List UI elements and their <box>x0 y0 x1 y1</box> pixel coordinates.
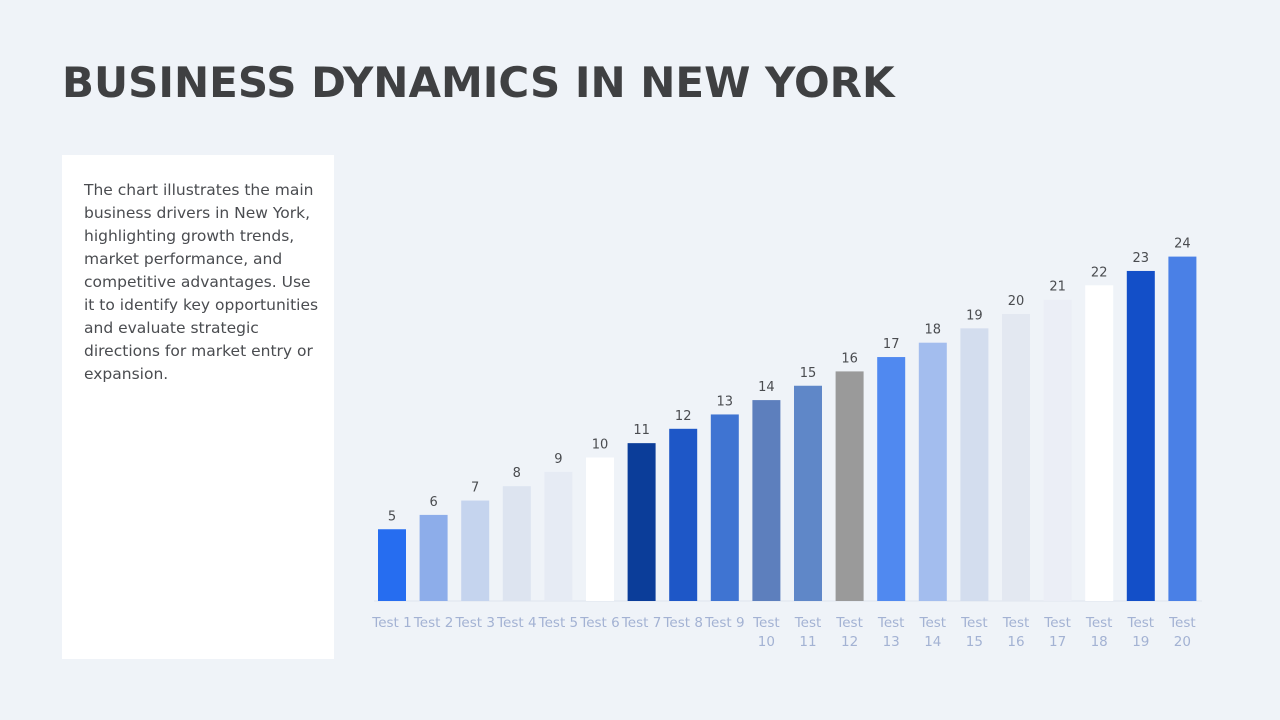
category-label-10: Test 10 <box>752 615 780 650</box>
value-label-10: 14 <box>758 380 775 395</box>
value-label-2: 6 <box>429 495 437 510</box>
bar-4 <box>502 486 531 601</box>
category-label-11: Test 11 <box>794 615 822 650</box>
value-label-3: 7 <box>471 481 479 496</box>
category-label-18: Test 18 <box>1085 615 1113 650</box>
value-label-12: 16 <box>841 351 858 366</box>
bar-6 <box>586 457 614 601</box>
category-labels-group: Test 1 Test 2 Test 3 Test 4 Test 5 Test 6 Test… <box>371 615 1195 650</box>
bar-17 <box>1043 299 1072 601</box>
bar-3 <box>461 500 490 601</box>
value-label-13: 17 <box>883 337 900 352</box>
bar-20 <box>1168 256 1197 601</box>
category-label-13: Test 13 <box>877 615 905 650</box>
bar-16 <box>1002 314 1030 601</box>
category-label-4: Test 4 <box>496 615 536 631</box>
bar-10 <box>752 400 781 601</box>
value-label-11: 15 <box>800 366 817 381</box>
bar-1 <box>378 529 406 601</box>
page-title: BUSINESS DYNAMICS IN NEW YORK <box>62 58 895 107</box>
category-label-16: Test 16 <box>1002 615 1030 650</box>
value-label-19: 23 <box>1133 251 1150 266</box>
bar-5 <box>544 471 573 601</box>
category-label-9: Test 9 <box>704 615 744 631</box>
bar-15 <box>960 328 989 601</box>
category-label-19: Test 19 <box>1127 615 1155 650</box>
category-label-15: Test 15 <box>960 615 988 650</box>
bars-group <box>378 256 1197 601</box>
bar-8 <box>669 428 698 601</box>
category-label-1: Test 1 <box>371 615 411 631</box>
category-label-14: Test 14 <box>919 615 947 650</box>
value-label-1: 5 <box>388 509 396 524</box>
value-label-18: 22 <box>1091 265 1108 280</box>
category-label-6: Test 6 <box>579 615 619 631</box>
category-label-5: Test 5 <box>538 615 578 631</box>
bar-chart: 5 6 7 8 9 10 11 12 13 14 15 16 17 18 19 20 21 22 23 24 Test… <box>371 237 1202 650</box>
bar-12 <box>835 371 864 601</box>
value-label-6: 10 <box>592 438 609 453</box>
bar-13 <box>877 357 906 601</box>
value-label-5: 9 <box>554 452 562 467</box>
category-label-7: Test 7 <box>621 615 661 631</box>
category-label-17: Test 17 <box>1043 615 1071 650</box>
bar-11 <box>794 385 822 601</box>
category-label-12: Test 12 <box>835 615 863 650</box>
bar-14 <box>918 342 947 601</box>
value-label-15: 19 <box>966 308 983 323</box>
value-label-9: 13 <box>717 394 734 409</box>
value-label-17: 21 <box>1049 280 1066 295</box>
value-label-4: 8 <box>513 466 521 481</box>
value-label-8: 12 <box>675 409 692 424</box>
category-label-3: Test 3 <box>454 615 494 631</box>
value-label-20: 24 <box>1174 237 1191 252</box>
category-label-20: Test 20 <box>1168 615 1196 650</box>
description-text: The chart illustrates the main business … <box>84 181 319 383</box>
category-label-8: Test 8 <box>662 615 702 631</box>
category-label-2: Test 2 <box>413 615 453 631</box>
value-label-16: 20 <box>1008 294 1025 309</box>
bar-9 <box>710 414 739 601</box>
description-card: The chart illustrates the main business … <box>62 155 334 659</box>
bar-2 <box>419 514 448 601</box>
value-label-7: 11 <box>633 423 650 438</box>
bar-18 <box>1085 285 1114 601</box>
value-labels-group: 5 6 7 8 9 10 11 12 13 14 15 16 17 18 19 20 21 22 23 24 <box>388 237 1191 525</box>
value-label-14: 18 <box>925 323 942 338</box>
bar-19 <box>1126 270 1155 601</box>
bar-7 <box>627 443 656 601</box>
